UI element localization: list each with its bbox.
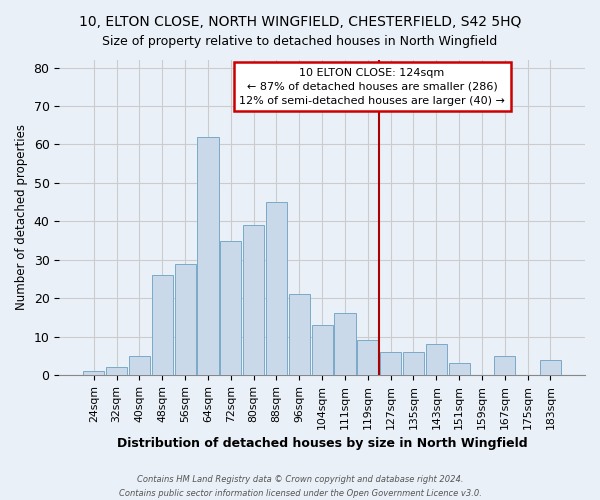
Y-axis label: Number of detached properties: Number of detached properties <box>15 124 28 310</box>
Bar <box>494 356 515 375</box>
Bar <box>197 137 218 375</box>
Bar <box>425 344 447 375</box>
Bar <box>129 356 150 375</box>
Bar <box>243 225 264 375</box>
Bar <box>106 368 127 375</box>
Bar <box>266 202 287 375</box>
Bar <box>311 325 333 375</box>
Bar <box>449 364 470 375</box>
Bar <box>83 371 104 375</box>
Bar <box>220 240 241 375</box>
Bar <box>152 275 173 375</box>
Bar <box>175 264 196 375</box>
Bar <box>380 352 401 375</box>
Text: Contains HM Land Registry data © Crown copyright and database right 2024.
Contai: Contains HM Land Registry data © Crown c… <box>119 476 481 498</box>
Bar <box>357 340 379 375</box>
Text: 10 ELTON CLOSE: 124sqm
← 87% of detached houses are smaller (286)
12% of semi-de: 10 ELTON CLOSE: 124sqm ← 87% of detached… <box>239 68 505 106</box>
Bar <box>289 294 310 375</box>
Bar <box>334 314 356 375</box>
Text: Size of property relative to detached houses in North Wingfield: Size of property relative to detached ho… <box>103 35 497 48</box>
Bar <box>403 352 424 375</box>
X-axis label: Distribution of detached houses by size in North Wingfield: Distribution of detached houses by size … <box>117 437 527 450</box>
Text: 10, ELTON CLOSE, NORTH WINGFIELD, CHESTERFIELD, S42 5HQ: 10, ELTON CLOSE, NORTH WINGFIELD, CHESTE… <box>79 15 521 29</box>
Bar <box>540 360 561 375</box>
